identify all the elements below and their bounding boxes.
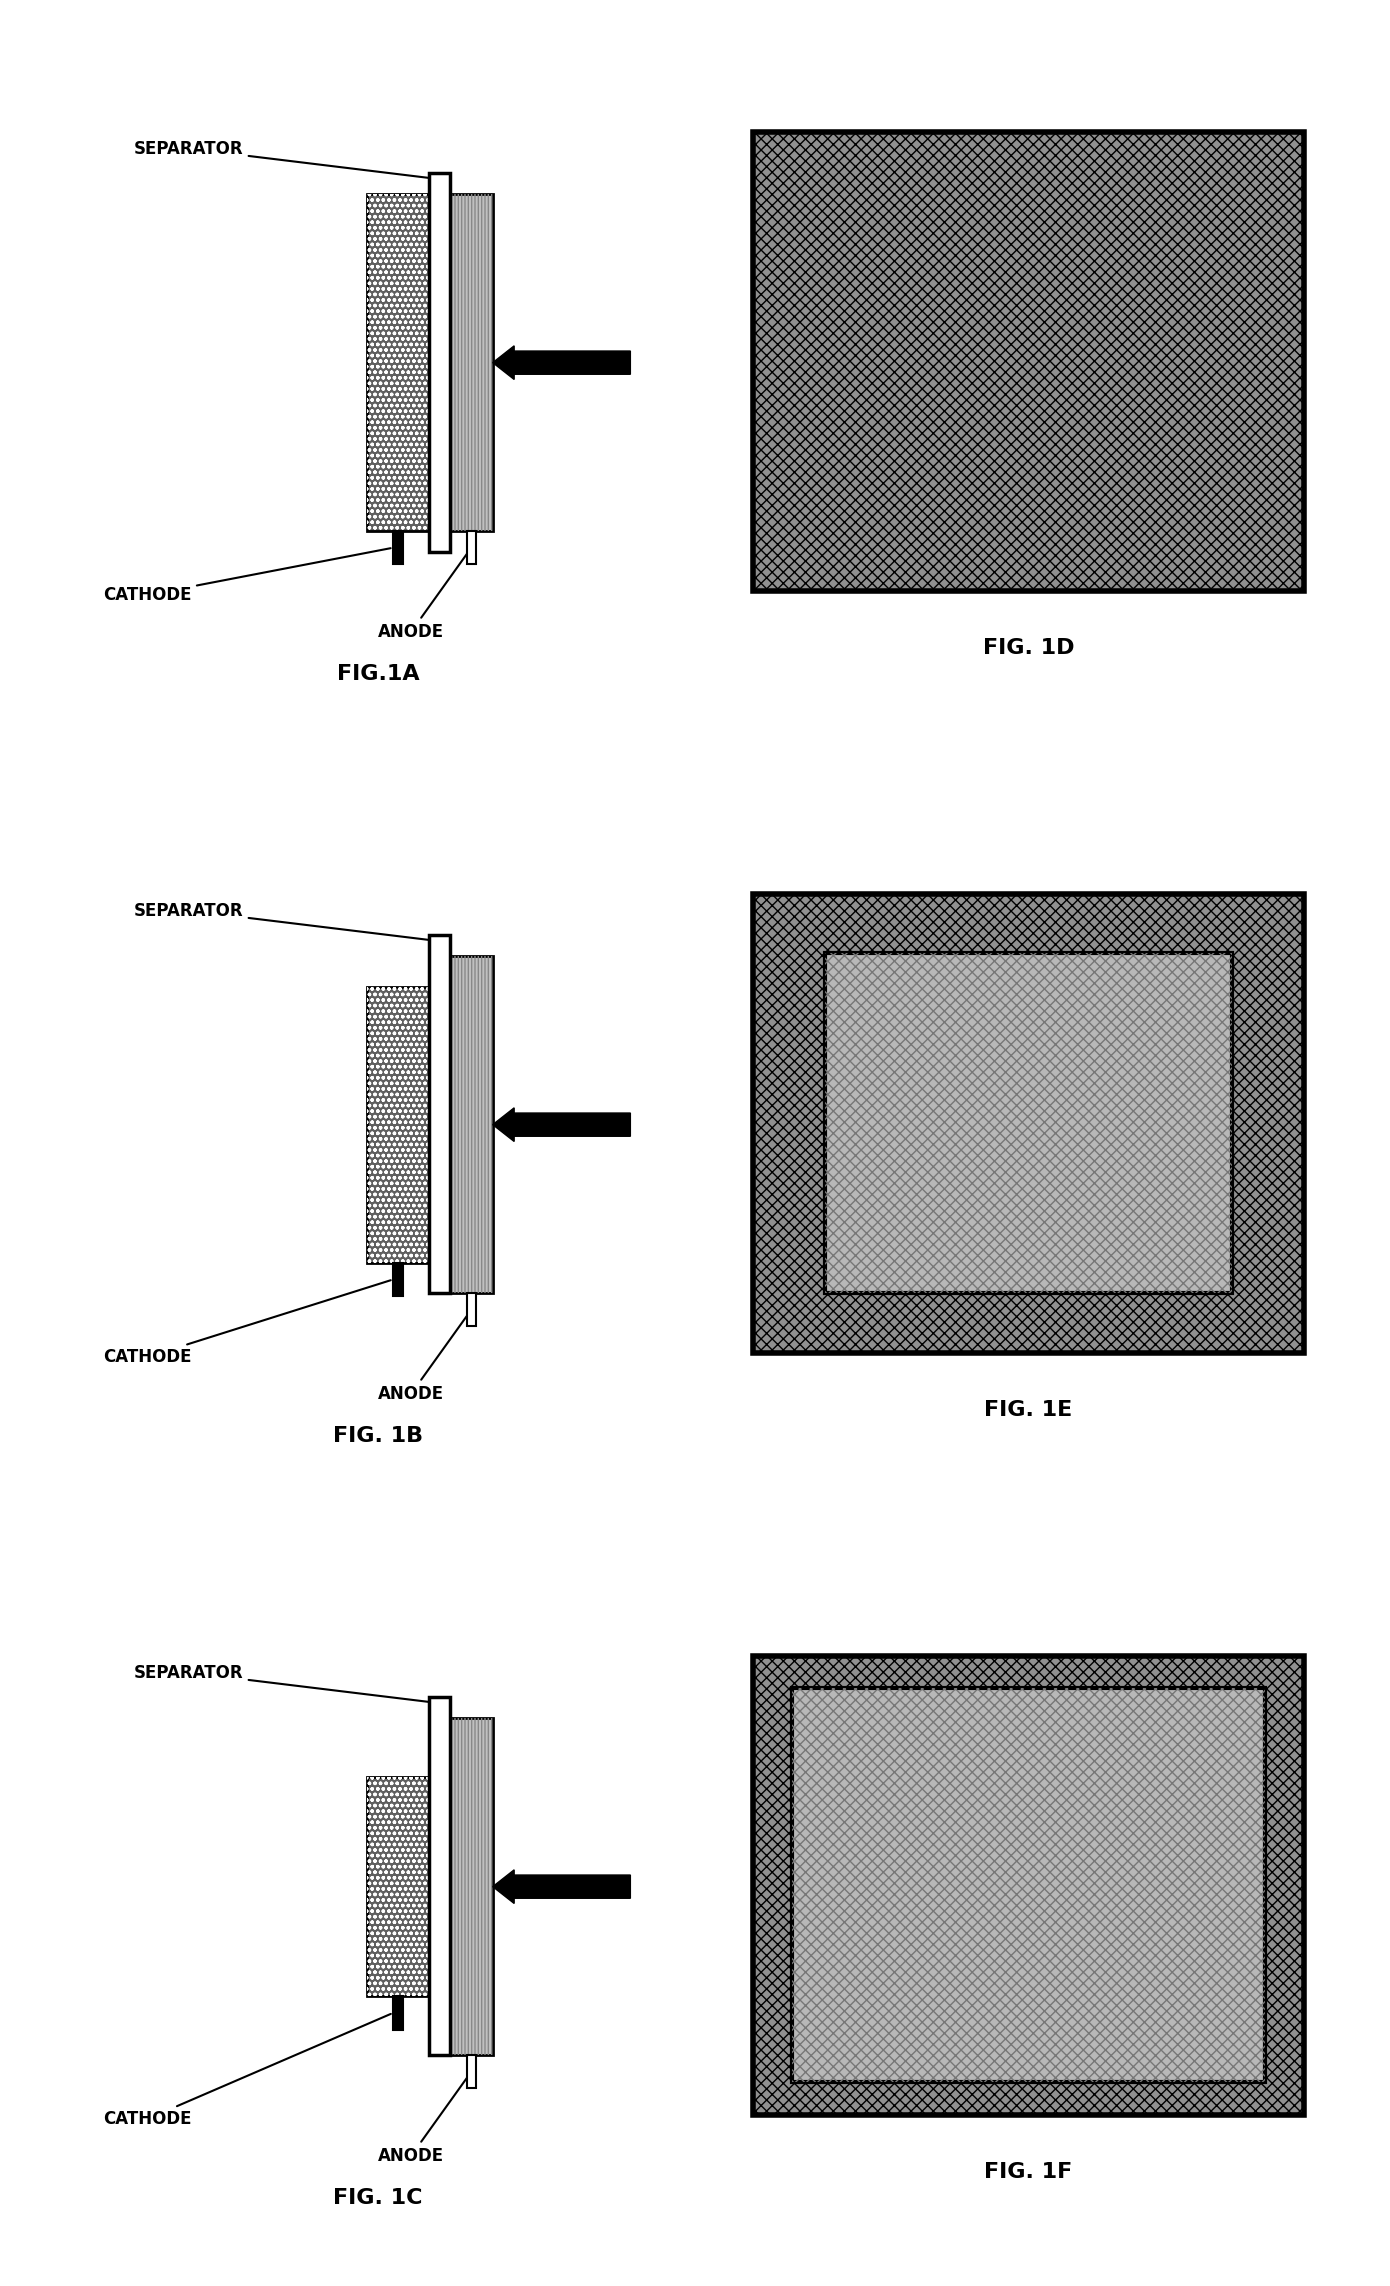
Text: CATHODE: CATHODE xyxy=(103,1280,391,1367)
Bar xyxy=(450,956,492,1294)
Bar xyxy=(393,530,403,565)
Text: ANODE: ANODE xyxy=(378,551,470,640)
Bar xyxy=(792,1687,1265,2083)
Bar xyxy=(824,953,1233,1294)
FancyArrow shape xyxy=(492,1870,631,1904)
Text: SEPARATOR: SEPARATOR xyxy=(133,901,436,942)
Bar xyxy=(450,194,492,530)
Text: CATHODE: CATHODE xyxy=(103,549,391,604)
Text: CATHODE: CATHODE xyxy=(103,2014,391,2128)
Bar xyxy=(367,194,428,530)
Bar xyxy=(450,1719,492,2055)
Bar xyxy=(367,1776,428,1996)
Text: FIG. 1C: FIG. 1C xyxy=(334,2188,423,2208)
Bar xyxy=(367,988,428,1262)
Bar xyxy=(753,133,1304,590)
Bar xyxy=(792,1687,1265,2083)
Text: SEPARATOR: SEPARATOR xyxy=(133,139,436,178)
Bar xyxy=(428,1696,450,2055)
Bar xyxy=(367,1776,428,1996)
Text: FIG. 1F: FIG. 1F xyxy=(984,2163,1073,2181)
Text: FIG.1A: FIG.1A xyxy=(336,663,420,684)
Text: SEPARATOR: SEPARATOR xyxy=(133,1664,436,1703)
Bar xyxy=(753,1655,1304,2115)
Text: FIG. 1D: FIG. 1D xyxy=(983,638,1074,658)
Bar xyxy=(824,953,1233,1294)
Text: ANODE: ANODE xyxy=(378,2073,470,2165)
Text: ANODE: ANODE xyxy=(378,1312,470,1404)
Bar xyxy=(450,956,492,1294)
Bar xyxy=(393,1262,403,1296)
Bar xyxy=(753,894,1304,1353)
Bar xyxy=(367,194,428,530)
Bar xyxy=(467,530,475,565)
Bar xyxy=(450,1719,492,2055)
FancyArrow shape xyxy=(492,1109,631,1141)
Bar xyxy=(450,194,492,530)
Bar xyxy=(467,1294,475,1326)
Bar xyxy=(753,1655,1304,2115)
FancyArrow shape xyxy=(492,345,631,379)
Bar xyxy=(428,174,450,553)
Text: FIG. 1B: FIG. 1B xyxy=(334,1426,423,1445)
Bar xyxy=(753,894,1304,1353)
Bar xyxy=(393,1996,403,2030)
Text: FIG. 1E: FIG. 1E xyxy=(984,1399,1073,1420)
Bar xyxy=(367,988,428,1262)
Bar xyxy=(467,2055,475,2089)
Bar xyxy=(753,133,1304,590)
Bar xyxy=(428,935,450,1294)
